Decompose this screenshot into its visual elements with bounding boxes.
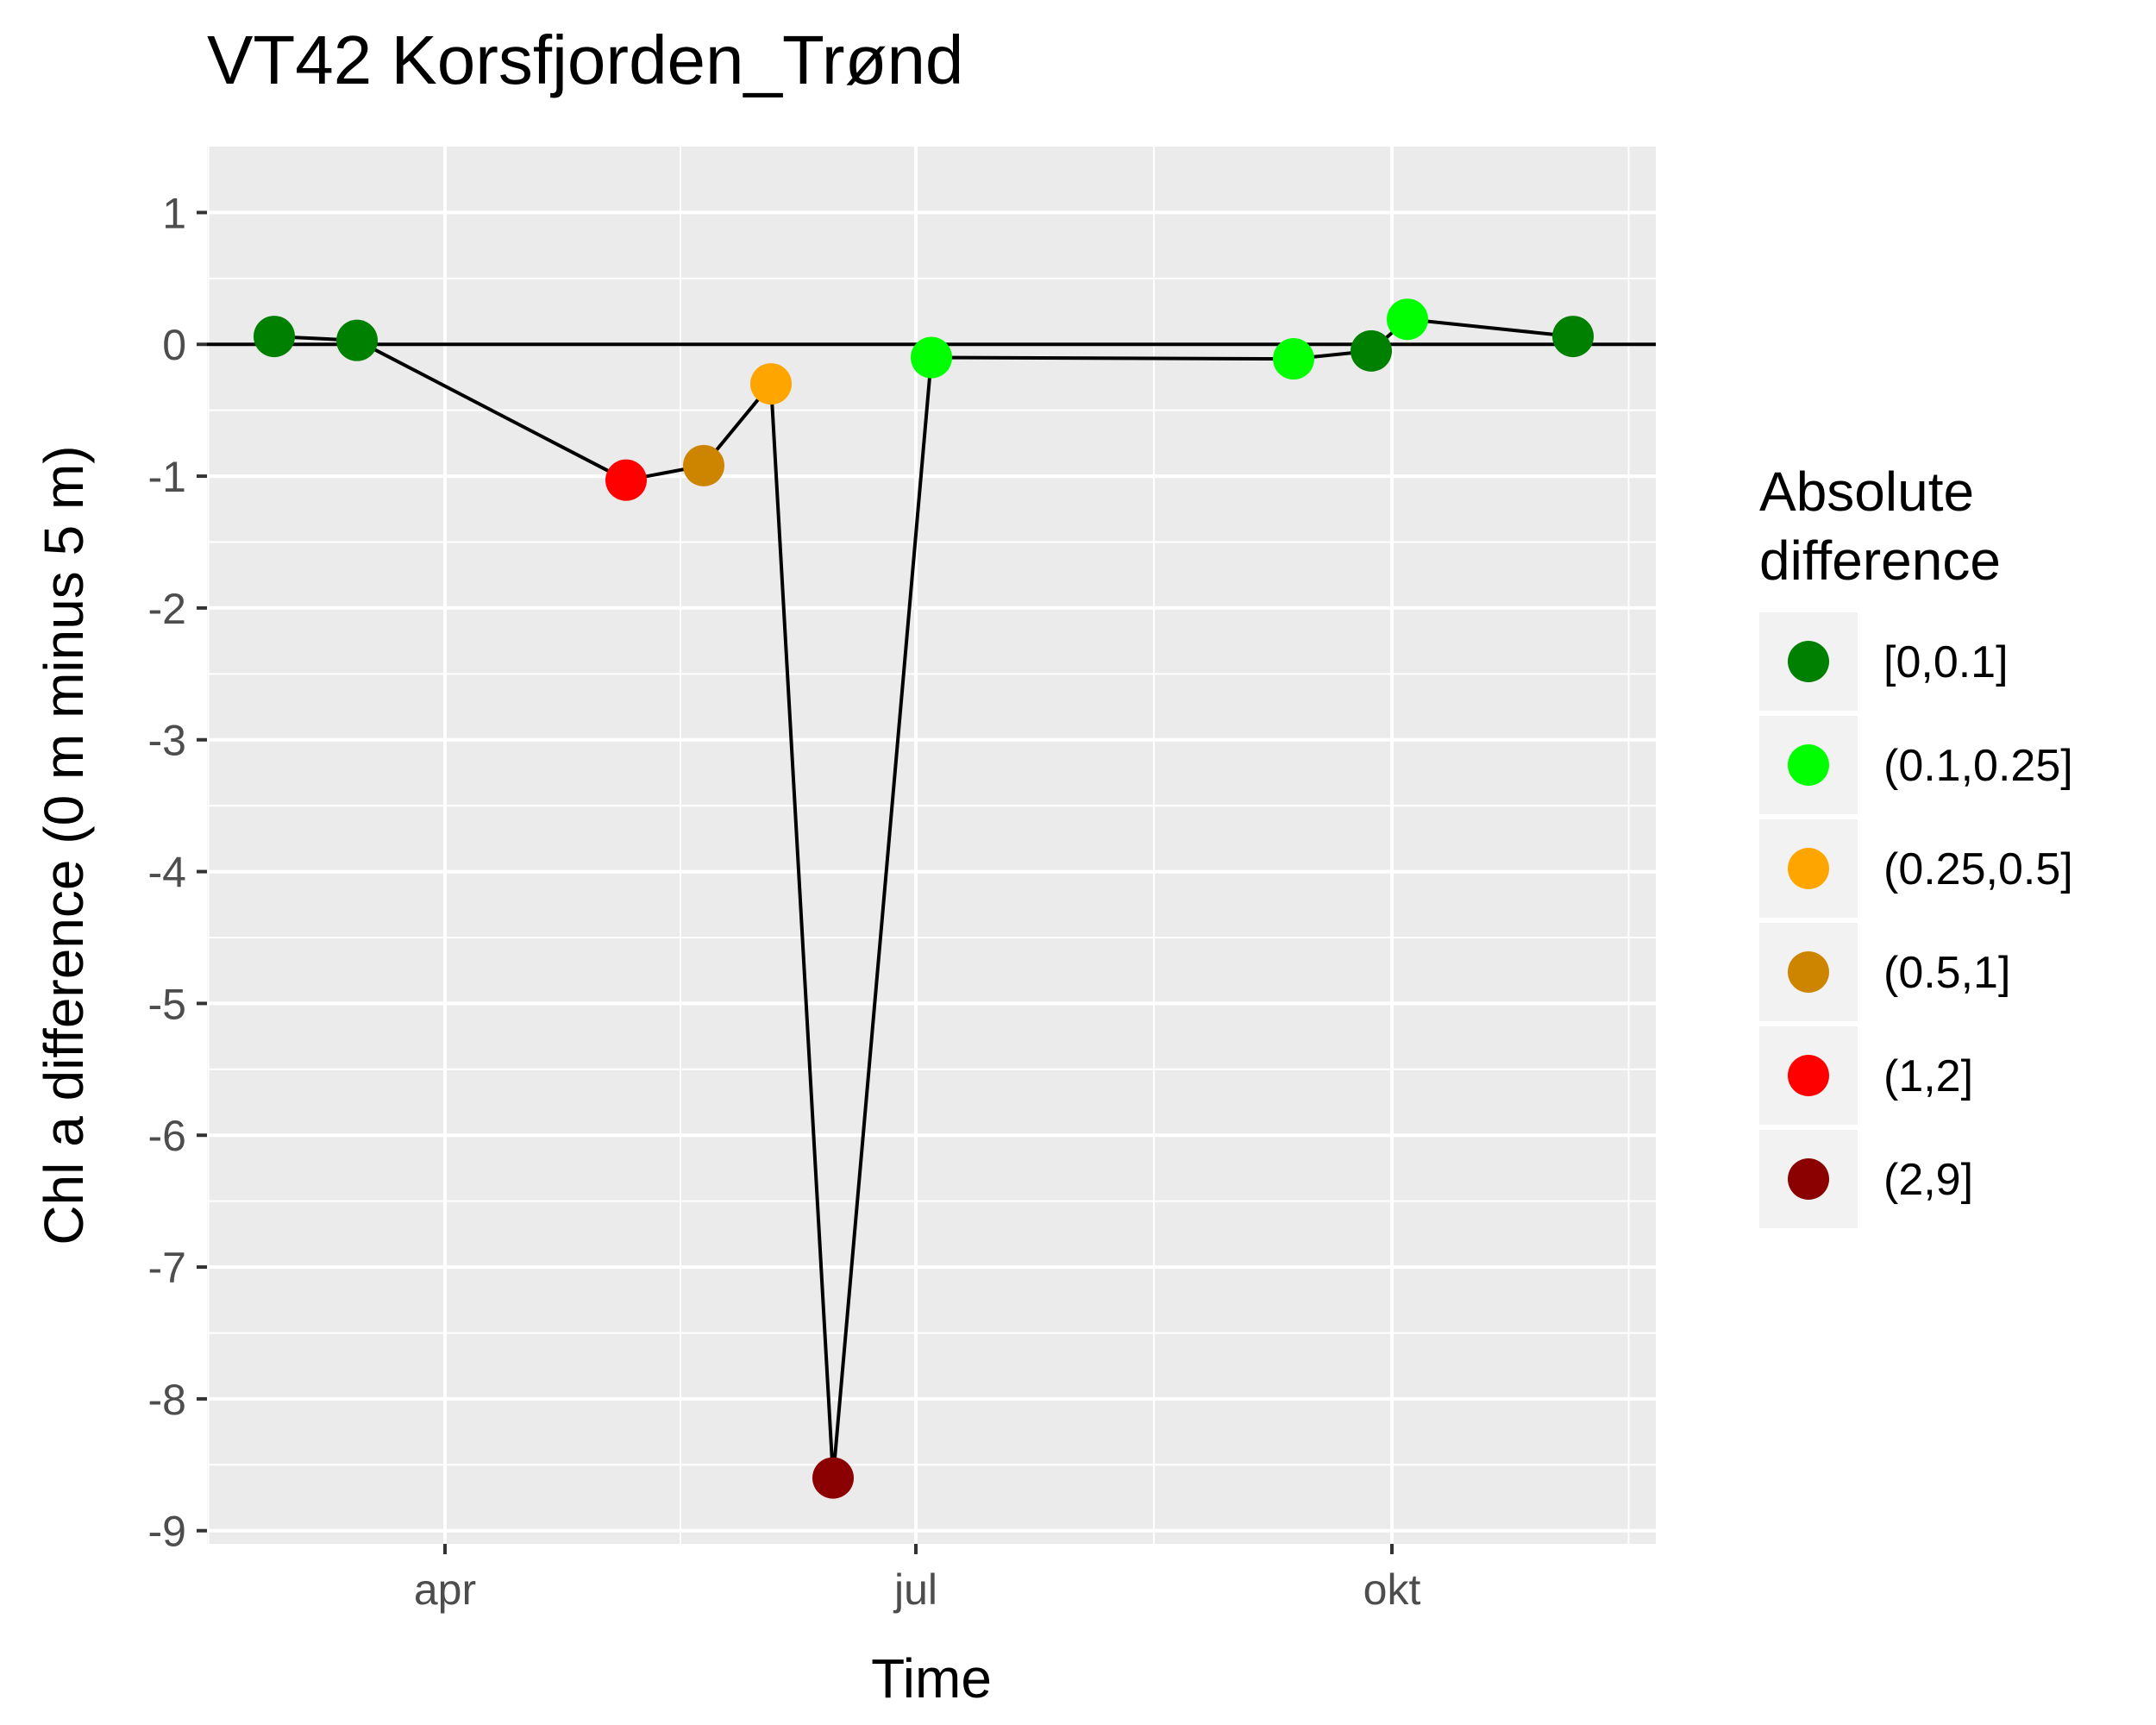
- data-point: [683, 444, 724, 486]
- y-tick-label: -2: [148, 585, 186, 633]
- data-point: [812, 1457, 854, 1499]
- x-axis-title: Time: [871, 1647, 992, 1709]
- data-point: [1273, 338, 1314, 380]
- legend: Absolute difference [0,0.1] (0.1,0.25] (0.…: [1759, 461, 2073, 1228]
- x-tick-label: apr: [414, 1565, 476, 1614]
- y-tick-label: 0: [162, 321, 186, 369]
- data-point: [605, 459, 647, 501]
- y-tick-label: -1: [148, 453, 186, 501]
- chart-title: VT42 Korsfjorden_Trønd: [207, 22, 963, 98]
- legend-item: (0.5,1]: [1759, 923, 2010, 1021]
- data-point: [911, 336, 952, 379]
- plot-panel: [207, 147, 1656, 1544]
- legend-item: (0.1,0.25]: [1759, 716, 2073, 814]
- y-tick-label: 1: [162, 189, 186, 237]
- y-axis: 1 0 -1 -2 -3 -4 -5 -6 -7 -8 -9: [148, 189, 207, 1556]
- y-tick-label: -4: [148, 849, 186, 897]
- legend-item: [0,0.1]: [1759, 612, 2009, 711]
- y-tick-label: -7: [148, 1244, 186, 1292]
- y-tick-label: -5: [148, 980, 186, 1028]
- legend-item-label: (1,2]: [1883, 1051, 1973, 1101]
- legend-title-line-2: difference: [1759, 530, 2001, 592]
- legend-item: (1,2]: [1759, 1026, 1973, 1125]
- legend-key-swatch: [1788, 951, 1829, 993]
- legend-item-label: (2,9]: [1883, 1155, 1973, 1205]
- legend-title: Absolute difference: [1759, 461, 2001, 592]
- data-point: [1387, 298, 1428, 341]
- data-points: [254, 298, 1594, 1499]
- legend-item-label: [0,0.1]: [1883, 637, 2009, 687]
- legend-key-swatch: [1788, 1158, 1829, 1200]
- y-tick-label: -8: [148, 1376, 186, 1424]
- legend-item-label: (0.5,1]: [1883, 948, 2010, 998]
- data-point: [750, 363, 792, 405]
- data-point: [336, 319, 378, 361]
- minor-gridlines: [207, 147, 1656, 1544]
- y-axis-title: Chl a difference (0 m minus 5 m): [33, 445, 95, 1245]
- legend-item: (0.25,0.5]: [1759, 819, 2073, 918]
- x-tick-label: okt: [1363, 1565, 1421, 1614]
- legend-item-label: (0.1,0.25]: [1883, 741, 2073, 791]
- legend-item-label: (0.25,0.5]: [1883, 844, 2073, 894]
- legend-title-line-1: Absolute: [1759, 461, 1974, 523]
- legend-key-swatch: [1788, 744, 1829, 786]
- data-point: [1351, 329, 1392, 372]
- y-tick-label: -6: [148, 1112, 186, 1160]
- data-point: [1552, 316, 1594, 358]
- y-tick-label: -3: [148, 717, 186, 765]
- x-axis: apr jul okt: [414, 1544, 1421, 1614]
- y-tick-label: -9: [148, 1508, 186, 1556]
- legend-key-swatch: [1788, 1055, 1829, 1096]
- x-tick-label: jul: [893, 1565, 937, 1614]
- legend-items: [0,0.1] (0.1,0.25] (0.25,0.5] (0.5,1] (1,2] (…: [1759, 612, 2073, 1228]
- legend-item: (2,9]: [1759, 1130, 1973, 1228]
- data-point: [254, 316, 295, 358]
- legend-key-swatch: [1788, 848, 1829, 889]
- legend-key-swatch: [1788, 641, 1829, 682]
